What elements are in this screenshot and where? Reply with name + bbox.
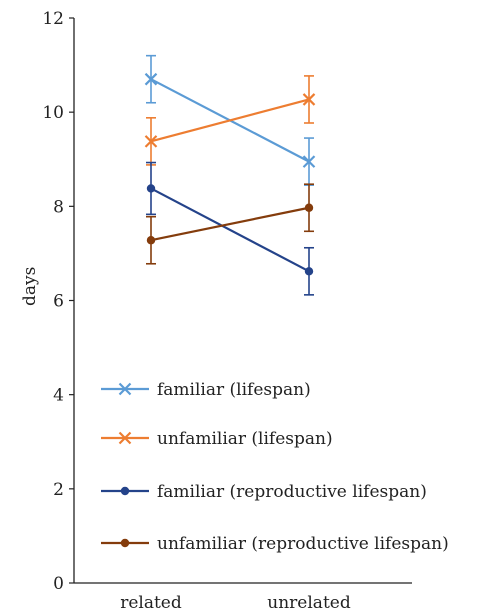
series-2 — [144, 75, 316, 166]
data-point — [302, 93, 316, 106]
legend-label: unfamiliar (reproductive lifespan) — [157, 534, 449, 554]
y-tick-label: 12 — [42, 9, 64, 29]
legend: familiar (lifespan) unfamiliar (lifespan)… — [101, 380, 449, 554]
legend-label: familiar (reproductive lifespan) — [157, 482, 427, 502]
y-tick-label: 6 — [53, 292, 64, 312]
y-tick-label: 10 — [42, 103, 64, 123]
data-point — [146, 184, 156, 193]
y-axis-label: days — [20, 267, 40, 306]
legend-label: familiar (lifespan) — [157, 380, 311, 400]
y-tick-label: 4 — [53, 386, 64, 406]
data-point — [144, 72, 158, 86]
data-point — [304, 267, 314, 276]
legend-marker — [120, 486, 130, 496]
x-tick-label: unrelated — [267, 593, 351, 613]
data-point — [304, 203, 314, 212]
legend-marker — [118, 382, 132, 396]
y-tick-label: 2 — [53, 480, 64, 500]
series-4 — [146, 183, 314, 265]
series-line — [150, 206, 310, 242]
legend-entry-4: unfamiliar (reproductive lifespan) — [101, 534, 449, 554]
series-layer — [144, 54, 316, 296]
legend-label: unfamiliar (lifespan) — [157, 429, 333, 449]
legend-marker — [120, 538, 130, 548]
data-point — [144, 135, 158, 148]
data-point — [146, 236, 156, 245]
y-tick-label: 0 — [53, 574, 64, 594]
legend-entry-2: unfamiliar (lifespan) — [101, 429, 333, 449]
legend-marker — [118, 431, 132, 445]
y-tick-label: 8 — [53, 197, 64, 217]
legend-entry-3: familiar (reproductive lifespan) — [101, 482, 427, 502]
legend-entry-1: familiar (lifespan) — [101, 380, 311, 400]
data-point — [302, 155, 316, 168]
series-3 — [146, 161, 314, 296]
series-line — [150, 187, 310, 273]
series-line — [150, 98, 310, 143]
x-tick-label: related — [120, 593, 182, 613]
axes: 0 2 4 6 8 10 12 related unrelated days — [20, 9, 412, 613]
